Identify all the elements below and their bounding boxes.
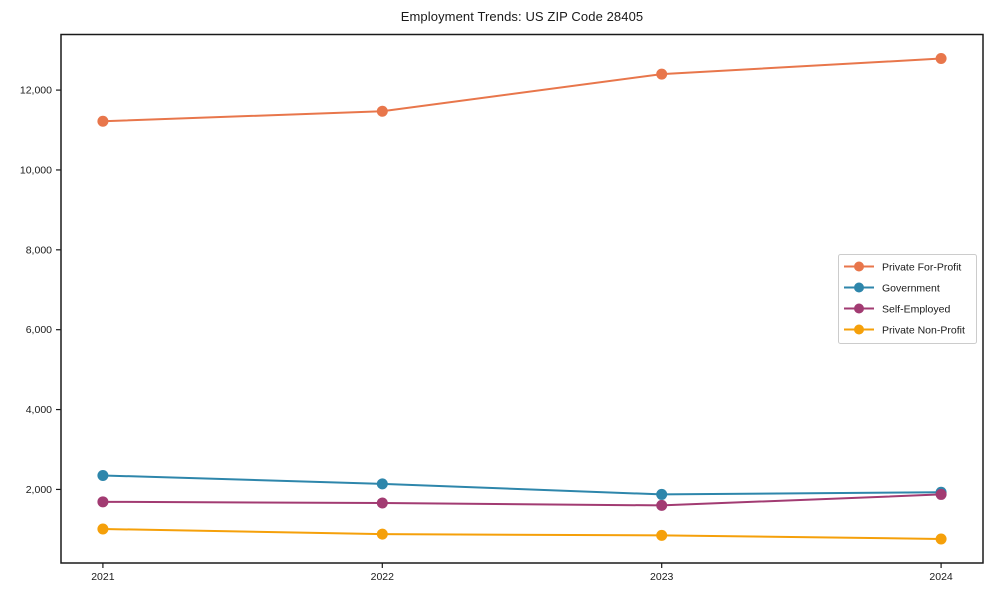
y-tick-label: 4,000 [26, 404, 52, 416]
series-line-government [101, 474, 943, 496]
x-tick-label: 2024 [929, 571, 953, 583]
data-point [656, 488, 668, 500]
x-tick-label: 2021 [91, 571, 115, 583]
y-tick-label: 2,000 [26, 484, 52, 496]
data-point [97, 115, 109, 127]
data-point [656, 499, 668, 511]
data-point [656, 529, 668, 541]
legend-marker-dot [854, 324, 864, 335]
data-point [376, 497, 388, 509]
y-tick-label: 6,000 [26, 324, 52, 336]
plot-area-border [60, 33, 984, 564]
legend-marker-dot [854, 282, 864, 293]
data-point [376, 478, 388, 490]
series-line-private-for-profit [101, 57, 943, 123]
series-line-private-non-profit [101, 527, 943, 540]
legend-box [838, 254, 977, 344]
data-point [935, 53, 947, 65]
data-point [97, 496, 109, 508]
legend-label: Government [882, 282, 940, 294]
data-point [376, 105, 388, 117]
x-tick-label: 2023 [650, 571, 674, 583]
legend-marker-dot [854, 261, 864, 272]
legend-label: Private Non-Profit [882, 324, 965, 336]
y-tick-label: 8,000 [26, 244, 52, 256]
x-tick-label: 2022 [371, 571, 395, 583]
data-point [935, 533, 947, 545]
chart-title: Employment Trends: US ZIP Code 28405 [400, 9, 644, 24]
legend-label: Private For-Profit [882, 261, 961, 273]
legend-marker-dot [854, 303, 864, 314]
data-point [97, 469, 109, 481]
y-tick-label: 12,000 [20, 85, 52, 97]
y-tick-label: 10,000 [20, 164, 52, 176]
data-point [376, 528, 388, 540]
legend-label: Self-Employed [882, 303, 950, 315]
data-point [656, 68, 668, 80]
series-line-self-employed [101, 493, 943, 507]
data-point [935, 488, 947, 500]
data-point [97, 523, 109, 535]
